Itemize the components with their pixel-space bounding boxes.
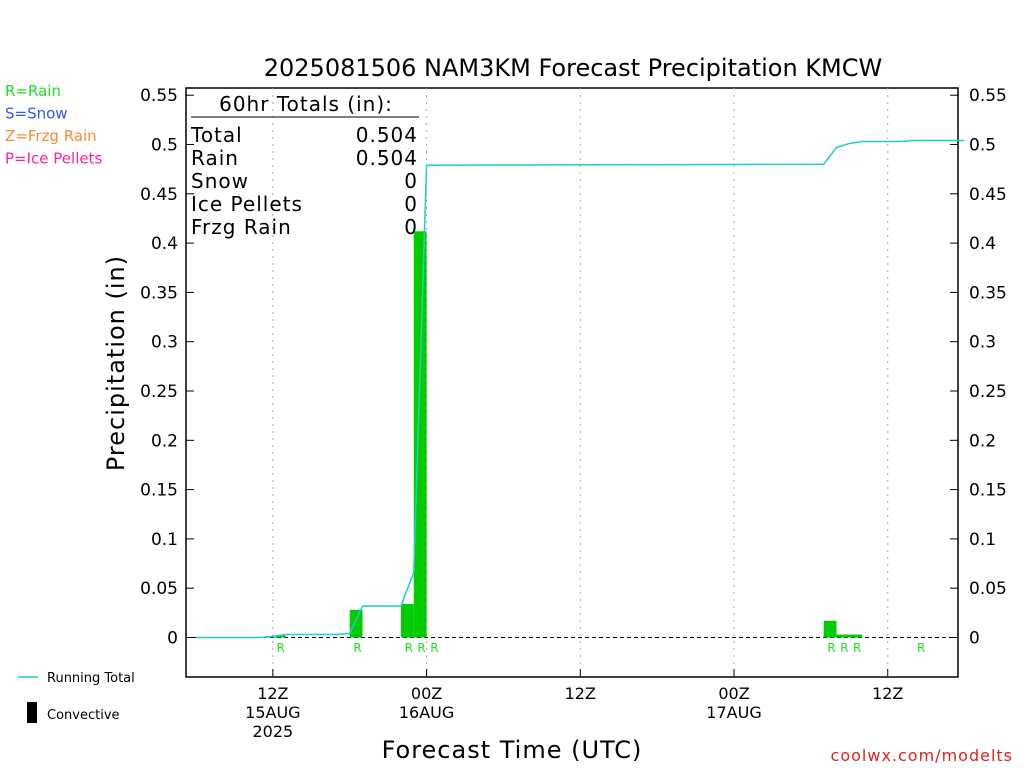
convective-legend-swatch [27, 702, 37, 723]
totals-row-label: Snow [191, 169, 249, 193]
y-tick-label-right: 0.25 [969, 382, 1007, 402]
bottom-legend: Running Total Convective [18, 671, 135, 723]
precip-bars [272, 231, 863, 638]
y-tick-label-right: 0.05 [969, 579, 1007, 599]
totals-row-label: Rain [191, 146, 239, 170]
precip-bar [413, 231, 427, 638]
y-tick-label-left: 0.25 [140, 382, 178, 402]
chart-title: 2025081506 NAM3KM Forecast Precipitation… [264, 54, 883, 82]
y-tick-label-left: 0.3 [151, 333, 178, 353]
precip-type-legend: R=Rain S=Snow Z=Frzg Rain P=Ice Pellets [5, 82, 102, 168]
precip-type-legend-item: S=Snow [5, 105, 68, 123]
precip-type-marker: R [840, 641, 848, 655]
y-tick-label-left: 0.15 [140, 481, 178, 501]
convective-legend-label: Convective [47, 708, 120, 723]
y-tick-label-right: 0.3 [969, 333, 996, 353]
totals-header: 60hr Totals (in): [219, 92, 393, 116]
y-tick-label-right: 0.4 [969, 234, 996, 254]
y-tick-label-left: 0.35 [140, 283, 178, 303]
totals-box: 60hr Totals (in): Total 0.504 Rain 0.504 Sno… [190, 92, 419, 239]
precip-bar [836, 634, 863, 638]
precip-type-legend-item: P=Ice Pellets [5, 150, 102, 168]
x-tick-label: 16AUG [399, 703, 454, 722]
totals-row-value: 0.504 [356, 146, 418, 170]
y-tick-label-left: 0.1 [151, 530, 178, 550]
totals-row-label: Frzg Rain [191, 215, 292, 239]
y-tick-label-right: 0.15 [969, 481, 1007, 501]
totals-row-value: 0.504 [356, 123, 418, 147]
totals-row-label: Ice Pellets [191, 192, 303, 216]
y-tick-label-left: 0.45 [140, 185, 178, 205]
x-tick-label: 2025 [253, 722, 294, 741]
x-tick-label: 15AUG [245, 703, 300, 722]
y-tick-label-right: 0.2 [969, 431, 996, 451]
y-axis-right: 0 0.05 0.1 0.15 0.2 0.25 0.3 0.35 0.4 0.45 0.5 0.55 [950, 86, 1007, 649]
x-axis-label: Forecast Time (UTC) [382, 736, 643, 764]
y-tick-label-right: 0 [969, 629, 980, 649]
y-tick-label-right: 0.1 [969, 530, 996, 550]
y-tick-label-right: 0.55 [969, 86, 1007, 106]
precip-bar [272, 635, 286, 638]
precip-type-marker: R [853, 641, 861, 655]
y-tick-label-right: 0.35 [969, 283, 1007, 303]
x-tick-label: 12Z [565, 684, 596, 703]
precip-bar [349, 609, 363, 638]
x-tick-label: 00Z [411, 684, 442, 703]
precip-type-legend-item: R=Rain [5, 82, 61, 100]
y-tick-label-left: 0.4 [151, 234, 178, 254]
precip-type-marker: R [430, 641, 438, 655]
precip-type-marker: R [276, 641, 284, 655]
totals-row-value: 0 [404, 169, 418, 193]
x-tick-label: 12Z [872, 684, 903, 703]
running-total-line [196, 139, 965, 639]
plot-frame [185, 87, 959, 678]
x-tick-label: 17AUG [706, 703, 761, 722]
vertical-grid [272, 88, 889, 677]
precip-type-legend-item: Z=Frzg Rain [5, 127, 97, 145]
precip-type-marker: R [353, 641, 361, 655]
running-total-legend-label: Running Total [47, 671, 135, 686]
x-tick-label: 00Z [718, 684, 749, 703]
totals-row-label: Total [190, 123, 243, 147]
y-tick-label-left: 0.5 [151, 136, 178, 156]
precip-type-marker: R [827, 641, 835, 655]
y-tick-label-left: 0 [167, 629, 178, 649]
precip-type-marker: R [417, 641, 425, 655]
credit-text: coolwx.com/modelts [831, 746, 1013, 765]
precip-type-marker: R [405, 641, 413, 655]
y-tick-label-left: 0.05 [140, 579, 178, 599]
y-tick-label-right: 0.45 [969, 185, 1007, 205]
y-tick-label-left: 0.2 [151, 431, 178, 451]
precip-bar [823, 620, 837, 638]
y-tick-label-left: 0.55 [140, 86, 178, 106]
y-axis-label: Precipitation (in) [102, 255, 130, 471]
y-tick-label-right: 0.5 [969, 136, 996, 156]
totals-row-value: 0 [404, 215, 418, 239]
totals-row-value: 0 [404, 192, 418, 216]
y-axis-left: 0 0.05 0.1 0.15 0.2 0.25 0.3 0.35 0.4 0.45 0.5 0.55 [140, 86, 194, 649]
precip-bar [400, 603, 414, 638]
precip-type-marker: R [917, 641, 925, 655]
x-tick-label: 12Z [257, 684, 288, 703]
